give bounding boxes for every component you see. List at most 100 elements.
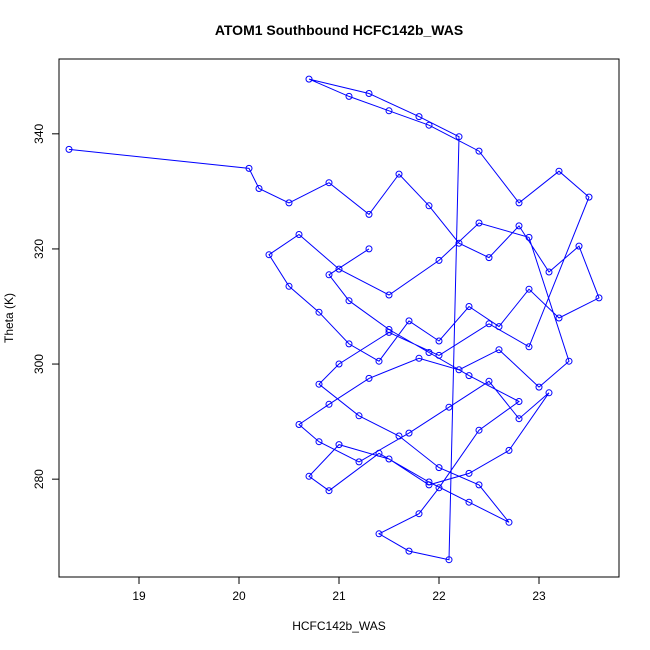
data-point (365, 374, 373, 382)
data-point (555, 167, 563, 175)
data-point (355, 412, 363, 420)
data-point (435, 337, 443, 345)
data-point (345, 92, 353, 100)
data-point (445, 556, 453, 564)
data-point (455, 239, 463, 247)
data-point (425, 202, 433, 210)
data-point (365, 210, 373, 218)
data-point (385, 455, 393, 463)
data-point (455, 133, 463, 141)
data-point (315, 438, 323, 446)
data-point (485, 377, 493, 385)
data-point (475, 426, 483, 434)
data-point (485, 320, 493, 328)
data-point (405, 547, 413, 555)
data-point (515, 398, 523, 405)
data-point (525, 233, 533, 241)
y-tick-label: 320 (32, 239, 46, 259)
data-point (495, 346, 503, 354)
data-point (395, 170, 403, 178)
data-point (465, 303, 473, 310)
data-point (435, 484, 443, 492)
data-point (505, 446, 513, 454)
data-point (425, 478, 433, 486)
data-point (515, 222, 523, 230)
data-point (565, 357, 573, 365)
data-point (415, 113, 423, 121)
x-axis: 19 20 21 22 23 (132, 577, 546, 603)
data-point (545, 389, 553, 397)
data-point (515, 199, 523, 207)
data-point (385, 291, 393, 299)
data-point (415, 510, 423, 518)
data-point (315, 380, 323, 388)
data-point (465, 498, 473, 506)
data-point (425, 349, 433, 356)
data-point (445, 403, 453, 411)
data-point (405, 429, 413, 437)
data-point (575, 242, 583, 250)
data-series (65, 75, 603, 564)
data-point (545, 268, 553, 276)
data-point (285, 199, 293, 207)
x-tick-label: 20 (232, 589, 246, 603)
x-axis-label: HCFC142b_WAS (292, 619, 386, 633)
y-axis-label: Theta (K) (2, 293, 16, 343)
y-tick-label: 340 (32, 123, 46, 143)
data-point (485, 254, 493, 262)
data-point (475, 481, 483, 489)
x-tick-label: 22 (432, 589, 446, 603)
series-line (68, 78, 600, 561)
data-point (455, 366, 463, 374)
data-point (305, 75, 313, 83)
y-axis: 280 300 320 340 (32, 123, 59, 489)
data-point (305, 472, 313, 480)
data-point (425, 121, 433, 129)
data-point (375, 449, 383, 457)
data-point (475, 147, 483, 155)
data-point (365, 90, 373, 97)
data-point (265, 251, 273, 259)
chart-title: ATOM1 Southbound HCFC142b_WAS (215, 22, 463, 38)
data-point (325, 400, 333, 408)
data-point (345, 340, 353, 348)
data-point (345, 297, 353, 305)
data-point (465, 469, 473, 477)
y-tick-label: 300 (32, 354, 46, 374)
data-point (325, 179, 333, 187)
data-point (585, 193, 593, 201)
data-point (295, 231, 303, 238)
data-point (415, 354, 423, 362)
data-point (405, 317, 413, 325)
data-point (335, 360, 343, 368)
data-point (435, 256, 443, 264)
plot-frame (58, 58, 620, 578)
data-point (285, 282, 293, 290)
data-point (495, 323, 503, 331)
data-point (255, 185, 263, 192)
data-point (595, 294, 603, 302)
data-point (395, 432, 403, 440)
data-point (375, 530, 383, 538)
data-point (555, 314, 563, 322)
data-point (325, 487, 333, 495)
data-point (385, 326, 393, 333)
data-point (355, 458, 363, 466)
y-tick-label: 280 (32, 469, 46, 489)
x-tick-label: 21 (332, 589, 346, 603)
data-point (385, 107, 393, 115)
data-point (435, 464, 443, 472)
data-point (315, 308, 323, 316)
data-point (505, 518, 513, 526)
data-point (535, 383, 543, 391)
data-point (525, 285, 533, 293)
data-point (325, 271, 333, 279)
data-point (385, 328, 393, 336)
data-point (365, 245, 373, 253)
data-point (335, 265, 343, 273)
data-point (525, 343, 533, 351)
data-point (335, 441, 343, 449)
data-point (375, 357, 383, 365)
data-point (65, 145, 73, 153)
